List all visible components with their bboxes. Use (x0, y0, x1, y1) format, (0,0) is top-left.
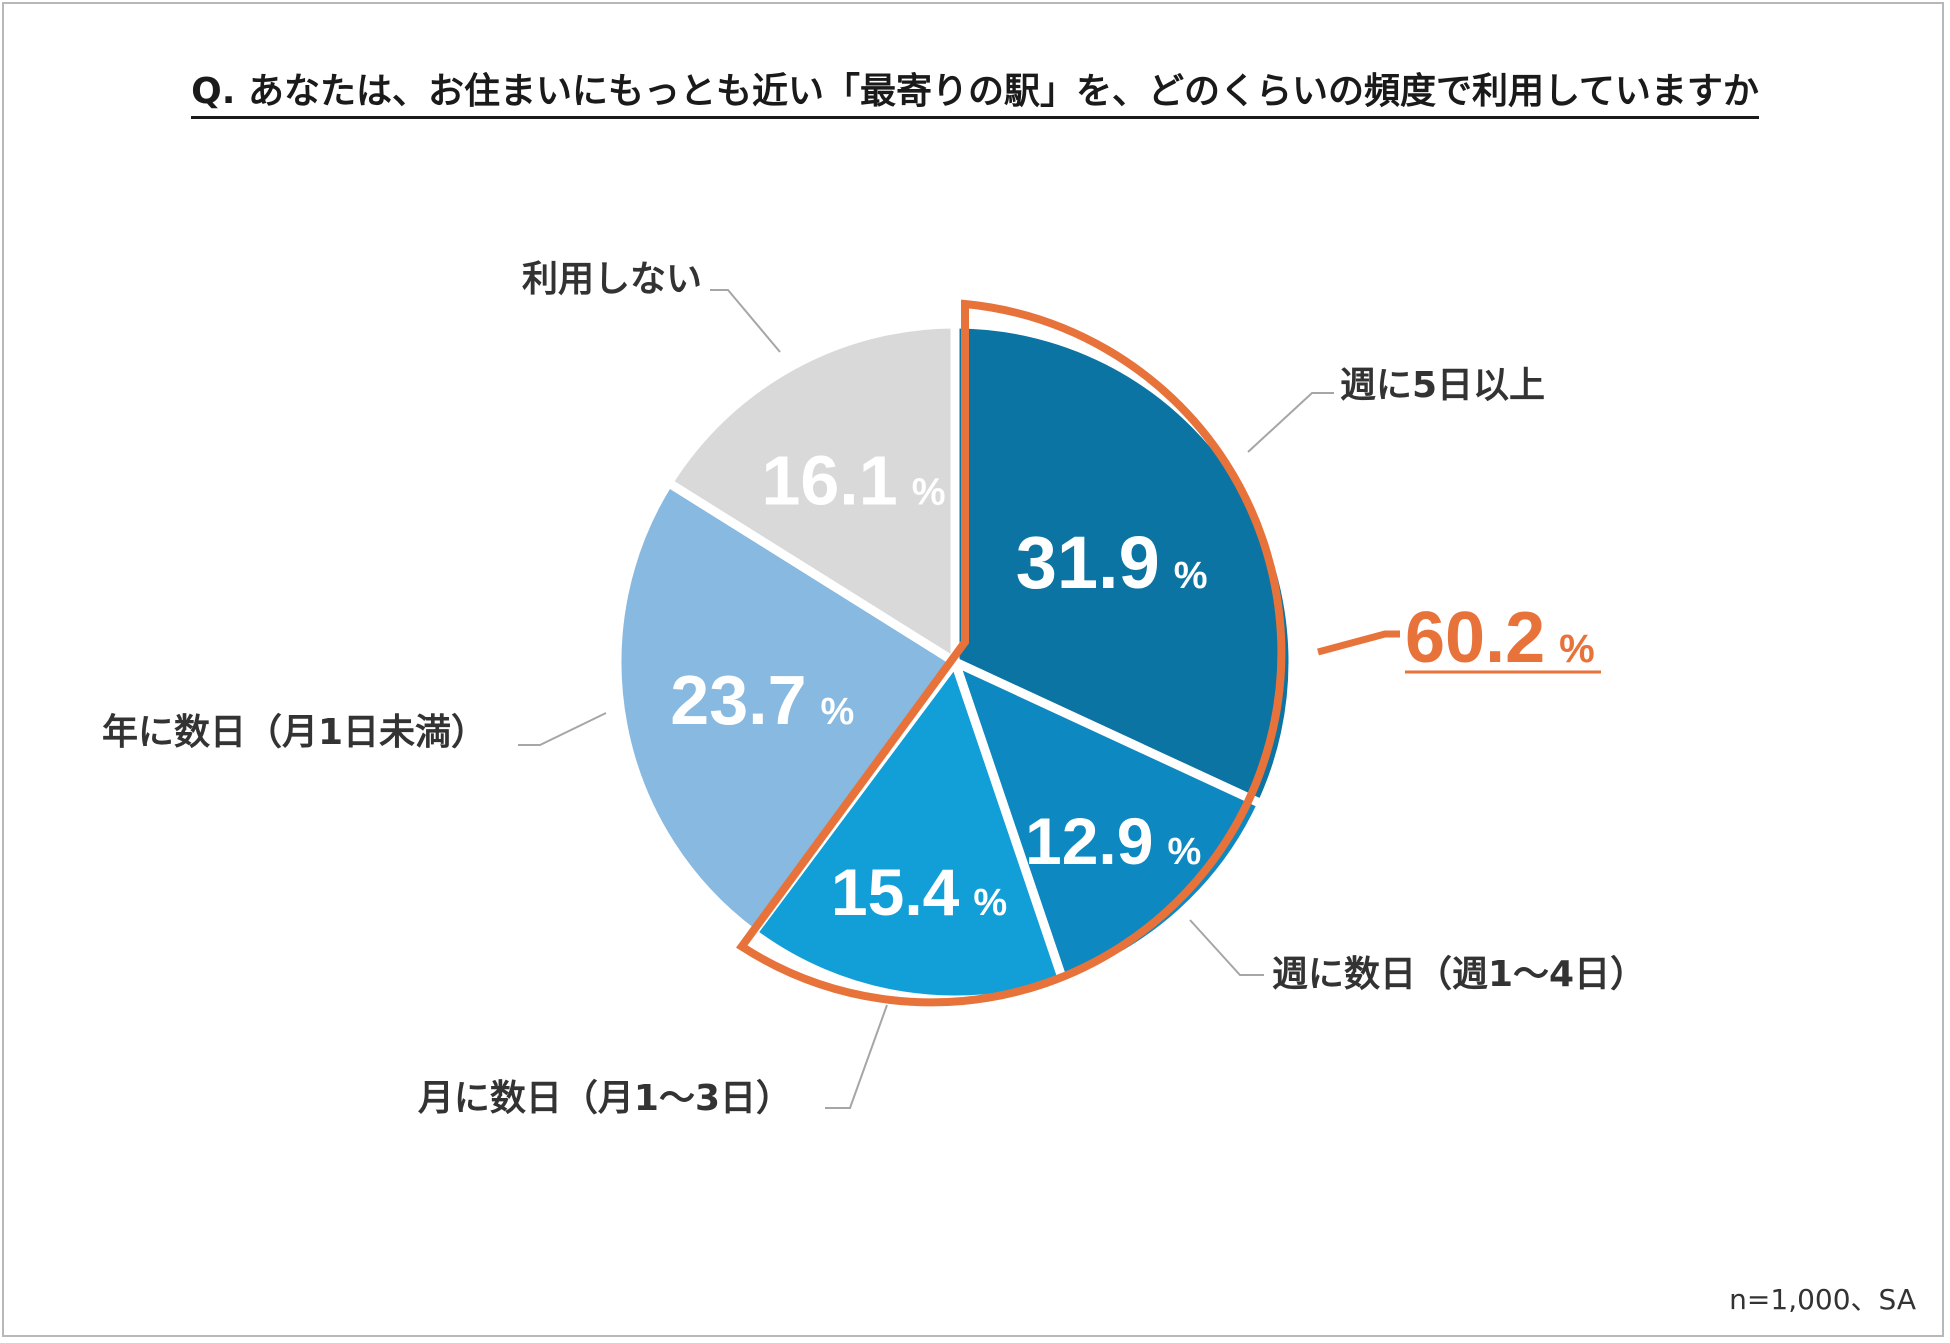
leader-line (825, 1004, 888, 1109)
highlight-total-label: 60.2% (1405, 598, 1595, 678)
category-label: 年に数日（月1日未満） (102, 712, 487, 753)
leader-line (1189, 919, 1264, 976)
leader-line (710, 289, 781, 353)
category-label: 週に数日（週1～4日） (1272, 954, 1646, 995)
highlight-outline (735, 299, 1286, 1007)
highlight-leader (1317, 630, 1400, 656)
pie-slice (950, 657, 1267, 987)
chart-title: Q. あなたは、お住まいにもっとも近い「最寄りの駅」を、どのくらいの頻度で利用し… (0, 62, 1950, 119)
chart-title-text: Q. あなたは、お住まいにもっとも近い「最寄りの駅」を、どのくらいの頻度で利用し… (191, 71, 1759, 119)
pie-slice (663, 319, 960, 667)
category-label: 月に数日（月1～3日） (418, 1078, 792, 1119)
sample-note: n=1,000、SA (1729, 1283, 1916, 1316)
category-label: 利用しない (522, 259, 702, 300)
pie-slice (612, 478, 960, 938)
category-label: 週に5日以上 (1340, 365, 1545, 406)
leader-line (1247, 392, 1334, 453)
leader-line (518, 712, 607, 746)
